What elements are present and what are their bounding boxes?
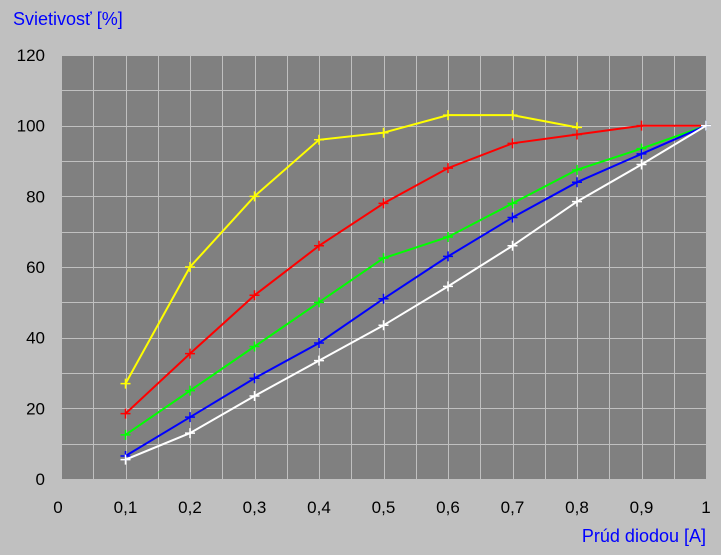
data-point-marker [443,251,453,262]
data-point-marker [443,281,453,292]
series-line [124,124,707,436]
data-point-marker [249,390,260,401]
data-point-marker [378,320,389,331]
data-point-marker [249,290,260,301]
x-tick-label: 0,5 [372,498,396,517]
y-tick-label: 100 [17,117,45,136]
data-point-marker [120,378,131,389]
data-point-marker [507,240,518,251]
data-point-marker [507,198,518,209]
data-point-marker [185,262,195,272]
x-tick-label: 0,2 [178,498,202,517]
series-group [120,110,711,465]
data-point-marker [314,297,324,308]
series-line [125,124,707,461]
y-tick-label: 40 [26,329,45,348]
data-point-marker [185,428,195,439]
series-5 [120,120,711,465]
data-point-marker [249,191,260,202]
series-line [124,124,707,457]
data-point-marker [378,293,389,304]
data-point-marker [185,348,195,359]
data-point-marker [443,110,453,121]
data-point-marker [572,196,582,207]
x-tick-label: 0,3 [243,498,267,517]
data-point-marker [120,408,131,419]
x-tick-label: 0,4 [307,498,331,517]
data-point-marker [314,134,324,145]
data-point-marker [314,240,324,251]
x-tick-label: 0,9 [630,498,654,517]
x-tick-label: 1 [701,498,710,517]
y-tick-label: 0 [36,470,45,489]
series-line [124,124,706,415]
data-point-marker [443,231,453,242]
data-point-marker [378,198,389,209]
y-tick-label: 80 [26,187,45,206]
y-tick-label: 20 [26,399,45,418]
data-point-marker [443,163,453,174]
data-point-marker [572,164,582,175]
series-4 [120,120,711,462]
y-tick-label: 60 [26,258,45,277]
data-point-marker [249,341,260,352]
data-point-marker [120,429,131,440]
data-point-marker [636,159,647,170]
data-point-marker [249,373,260,384]
data-point-marker [185,412,195,423]
data-point-marker [378,127,389,138]
data-point-marker [572,129,582,140]
y-tick-labels: 0 20 40 60 80 100 120 [17,46,45,489]
data-point-marker [185,385,195,396]
data-point-marker [314,355,324,366]
x-tick-label: 0,7 [501,498,525,517]
y-axis-title: Svietivosť [%] [13,9,123,29]
series-1 [120,110,582,389]
x-tick-labels: 0 0,1 0,2 0,3 0,4 0,5 0,6 0,7 0,8 0,9 1 [53,498,710,517]
data-point-marker [572,177,582,188]
data-point-marker [507,212,518,223]
data-point-marker [636,148,647,159]
x-tick-label: 0,8 [565,498,589,517]
data-point-marker [701,120,711,131]
data-point-marker [378,253,389,264]
y-tick-label: 120 [17,46,45,65]
x-tick-label: 0,1 [114,498,138,517]
x-tick-label: 0,6 [436,498,460,517]
grid [61,55,707,480]
series-line [124,114,578,385]
data-point-marker [507,138,518,149]
data-point-marker [120,454,131,465]
data-point-marker [636,120,647,131]
x-axis-title: Prúd diodou [A] [582,526,706,546]
data-point-marker [507,110,518,121]
data-point-marker [314,337,324,348]
x-tick-label: 0 [53,498,62,517]
